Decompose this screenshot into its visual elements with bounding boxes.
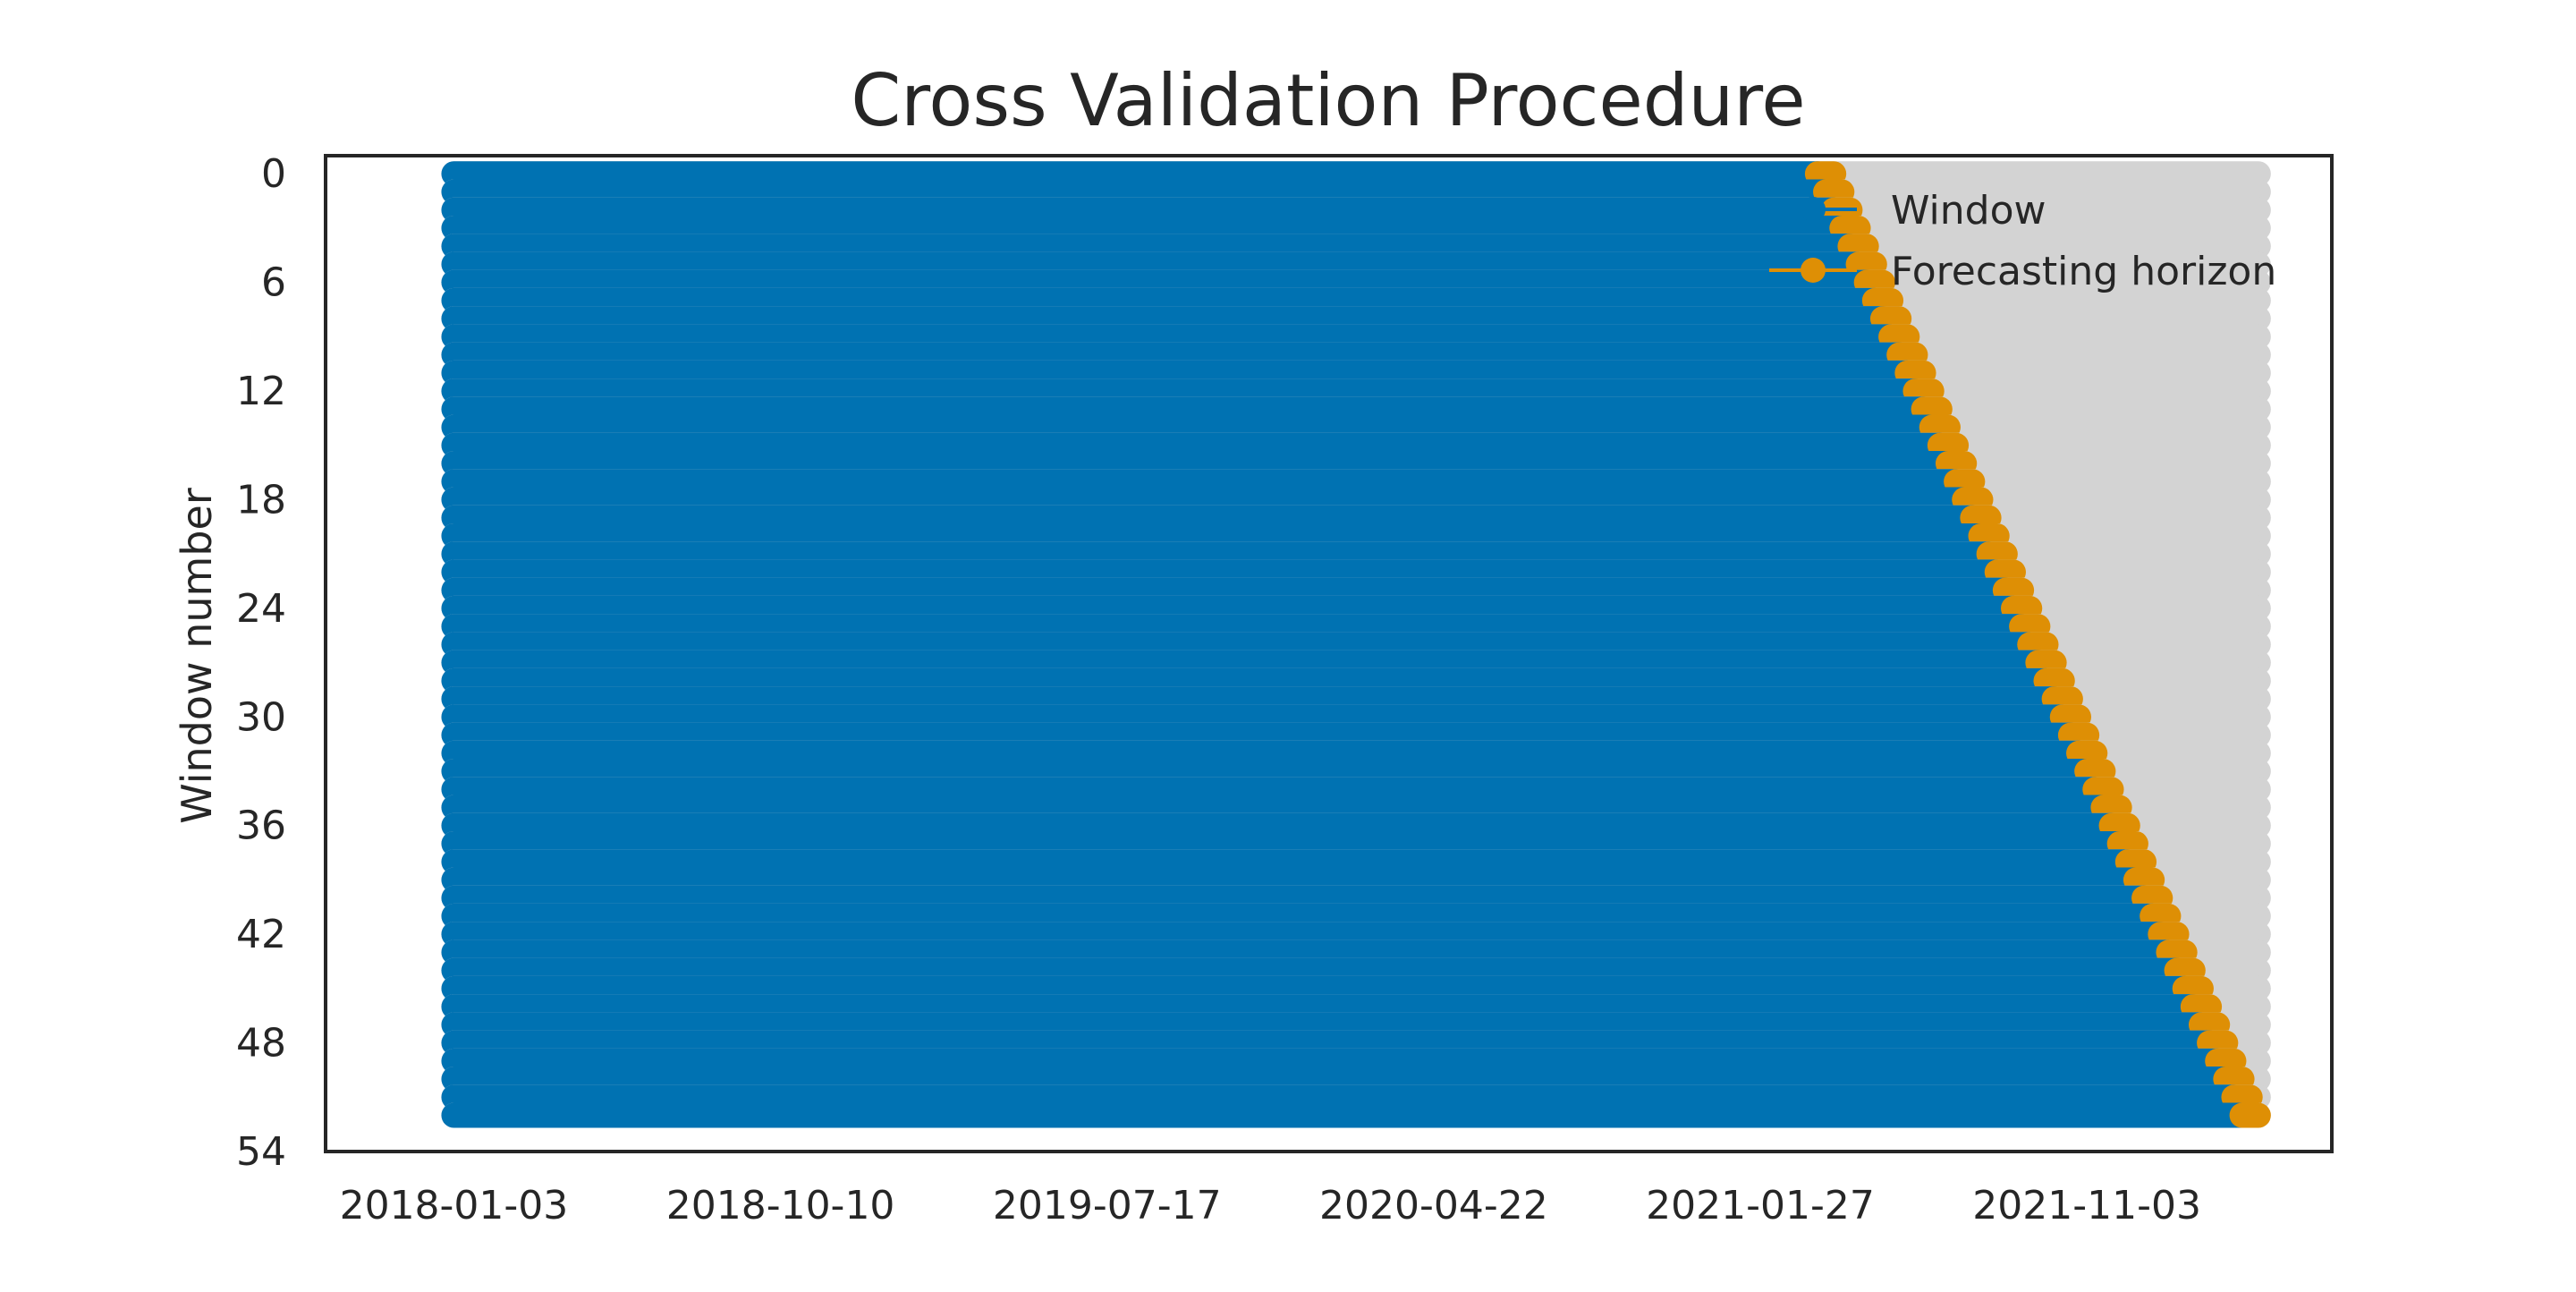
y-tick-label: 24 bbox=[236, 586, 286, 632]
y-tick-label: 30 bbox=[236, 694, 286, 740]
x-tick-label: 2018-01-03 bbox=[340, 1183, 569, 1228]
chart-title: Cross Validation Procedure bbox=[851, 59, 1805, 142]
y-tick-label: 0 bbox=[261, 151, 286, 197]
plot-frame bbox=[324, 154, 2334, 1153]
x-tick-label: 2019-07-17 bbox=[993, 1183, 1222, 1228]
x-tick-label: 2018-10-10 bbox=[666, 1183, 895, 1228]
x-tick-label: 2021-11-03 bbox=[1972, 1183, 2201, 1228]
y-tick-label: 42 bbox=[236, 912, 286, 957]
y-tick-label: 54 bbox=[236, 1129, 286, 1175]
legend-horizon-label: Forecasting horizon bbox=[1891, 249, 2276, 294]
y-tick-labels: 0 6 12 18 24 30 36 42 48 54 bbox=[236, 151, 286, 1175]
y-tick-label: 6 bbox=[261, 260, 286, 306]
y-tick-label: 18 bbox=[236, 477, 286, 523]
y-tick-label: 12 bbox=[236, 369, 286, 414]
marks-layer bbox=[441, 161, 2271, 1128]
legend-window-label: Window bbox=[1891, 188, 2046, 234]
x-tick-label: 2020-04-22 bbox=[1319, 1183, 1548, 1228]
x-tick-label: 2021-01-27 bbox=[1646, 1183, 1875, 1228]
legend-horizon-marker bbox=[1801, 258, 1826, 283]
y-tick-label: 36 bbox=[236, 803, 286, 849]
legend-window-marker bbox=[1801, 197, 1826, 222]
y-tick-label: 48 bbox=[236, 1021, 286, 1067]
x-tick-labels: 2018-01-03 2018-10-10 2019-07-17 2020-04-22… bbox=[340, 1183, 2201, 1228]
y-axis-label: Window number bbox=[173, 488, 221, 824]
legend: Window Forecasting horizon bbox=[1769, 188, 2276, 294]
